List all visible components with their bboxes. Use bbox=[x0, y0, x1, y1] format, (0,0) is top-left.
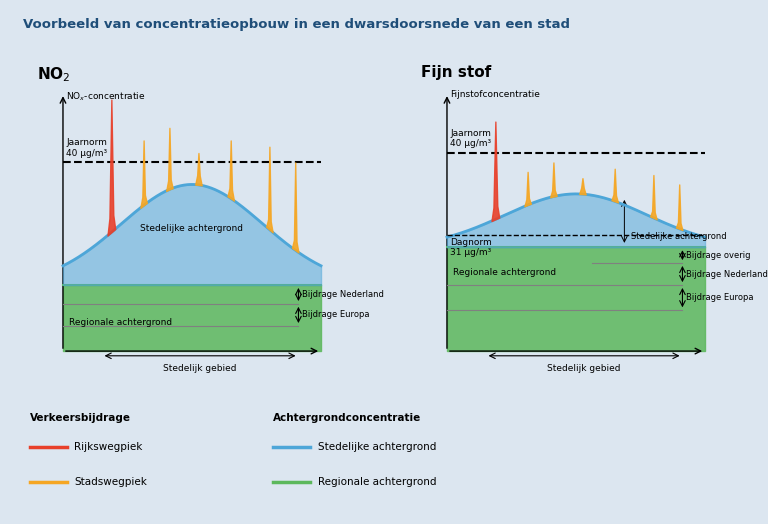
Text: Regionale achtergrond: Regionale achtergrond bbox=[69, 318, 173, 328]
Text: NO$_x$-concentratie: NO$_x$-concentratie bbox=[66, 90, 146, 103]
Text: Verkeersbijdrage: Verkeersbijdrage bbox=[30, 413, 131, 423]
Text: Stadswegpiek: Stadswegpiek bbox=[74, 477, 147, 487]
Text: Bijdrage overig: Bijdrage overig bbox=[686, 250, 750, 260]
Text: Dagnorm
31 μg/m³: Dagnorm 31 μg/m³ bbox=[450, 238, 492, 257]
Text: Fijnstofconcentratie: Fijnstofconcentratie bbox=[450, 90, 540, 99]
Text: Regionale achtergrond: Regionale achtergrond bbox=[318, 477, 436, 487]
Text: Fijn stof: Fijn stof bbox=[421, 65, 492, 80]
Text: Bijdrage Nederland: Bijdrage Nederland bbox=[302, 290, 383, 299]
Text: Stedelijke achtergrond: Stedelijke achtergrond bbox=[141, 224, 243, 233]
Text: Voorbeeld van concentratieopbouw in een dwarsdoorsnede van een stad: Voorbeeld van concentratieopbouw in een … bbox=[23, 18, 570, 31]
Text: Stedelijke achtergrond: Stedelijke achtergrond bbox=[631, 232, 727, 241]
Text: NO$_2$: NO$_2$ bbox=[37, 65, 71, 84]
Text: Rijkswegpiek: Rijkswegpiek bbox=[74, 442, 143, 452]
Text: Bijdrage Nederland: Bijdrage Nederland bbox=[686, 269, 767, 279]
Text: Stedelijk gebied: Stedelijk gebied bbox=[548, 364, 621, 373]
Text: Bijdrage Europa: Bijdrage Europa bbox=[686, 293, 753, 302]
Text: Stedelijk gebied: Stedelijk gebied bbox=[164, 364, 237, 373]
Text: Jaarnorm
40 μg/m³: Jaarnorm 40 μg/m³ bbox=[66, 138, 108, 158]
Text: Regionale achtergrond: Regionale achtergrond bbox=[453, 268, 557, 277]
Text: Stedelijke achtergrond: Stedelijke achtergrond bbox=[318, 442, 436, 452]
Text: Bijdrage Europa: Bijdrage Europa bbox=[302, 310, 369, 320]
Text: Achtergrondconcentratie: Achtergrondconcentratie bbox=[273, 413, 422, 423]
Text: Jaarnorm
40 μg/m³: Jaarnorm 40 μg/m³ bbox=[450, 129, 492, 148]
